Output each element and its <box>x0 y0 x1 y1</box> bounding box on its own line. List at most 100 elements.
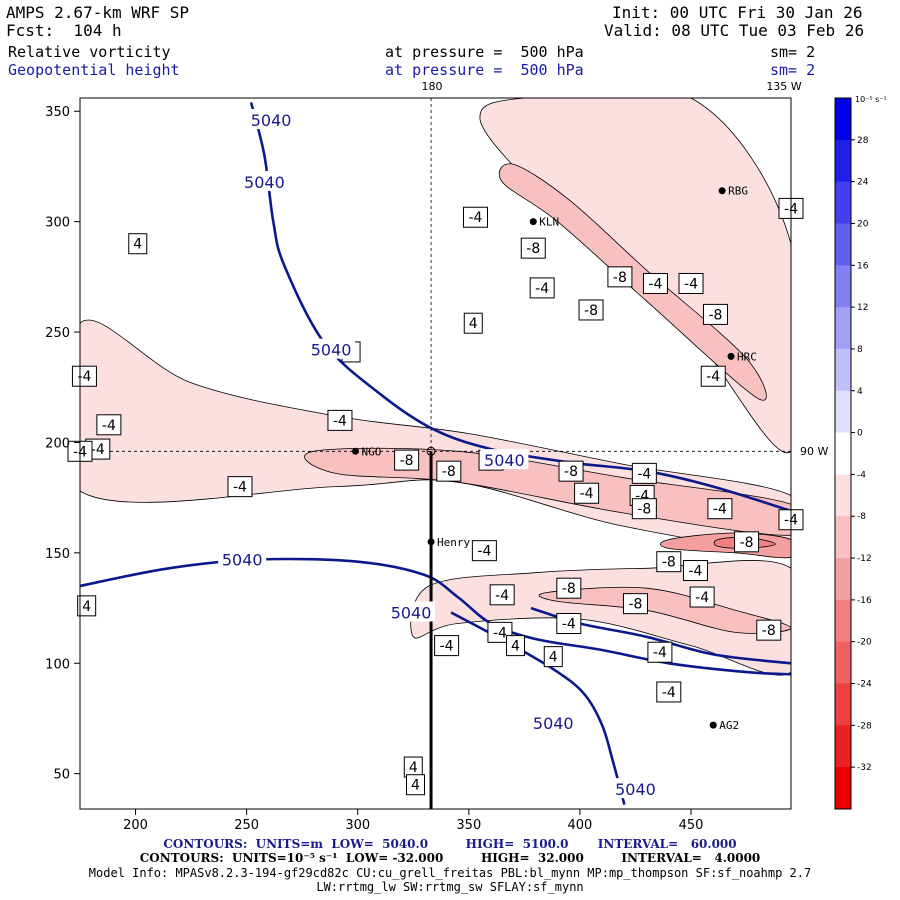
colorbar-swatch <box>835 641 851 685</box>
station-dot <box>529 218 537 226</box>
y-tick-label: 350 <box>45 105 70 120</box>
height-contour-line <box>450 611 626 805</box>
colorbar-tick-label: 4 <box>857 387 863 397</box>
vorticity-label-box <box>734 531 760 553</box>
colorbar-swatch <box>835 516 851 559</box>
footer-height-contours: CONTOURS: UNITS=m LOW= 5040.0 HIGH= 5100… <box>163 837 737 851</box>
colorbar-swatch <box>835 432 851 475</box>
vorticity-label-box <box>96 414 122 436</box>
positive-vorticity-label-box <box>543 646 563 668</box>
footer-model-info-2: LW:rrtmg_lw SW:rrtmg_sw SFLAY:sf_mynn <box>316 880 584 894</box>
x-tick-label: 400 <box>568 818 593 833</box>
vorticity-label-box <box>631 462 657 484</box>
station-dot <box>427 538 435 546</box>
vorticity-label: -4 <box>653 645 667 661</box>
vorticity-label-box <box>489 584 515 606</box>
lon-135w-label: 135 W <box>766 80 801 93</box>
valid-time: Valid: 08 UTC Tue 03 Feb 26 <box>604 21 865 40</box>
vorticity-label-box <box>647 641 673 663</box>
vorticity-label-box <box>700 365 726 387</box>
colorbar-swatch <box>835 307 851 350</box>
vorticity-label-box <box>462 206 488 228</box>
height-contour-label: 5040 <box>251 111 292 130</box>
vorticity-label: -4 <box>493 625 507 641</box>
height-contour-label: 5040 <box>311 341 352 360</box>
height-label-bg <box>611 778 660 799</box>
colorbar-swatch <box>835 265 851 308</box>
vorticity-label-box <box>574 482 600 504</box>
vorticity-label: -4 <box>495 588 509 604</box>
positive-vorticity-label: 4 <box>82 599 91 615</box>
vorticity-label-box <box>756 619 782 641</box>
x-tick-label: 450 <box>679 818 704 833</box>
model-title: AMPS 2.67-km WRF SP <box>6 3 190 22</box>
field2-level: at pressure = 500 hPa <box>385 61 584 79</box>
vorticity-label-box <box>578 299 604 321</box>
vorticity-label: -8 <box>708 307 722 323</box>
colorbar-swatch <box>835 390 851 434</box>
colorbar-tick-label: 12 <box>857 303 868 313</box>
station-markers: NGO KLN RBG HRC Henry AG2 <box>352 185 757 732</box>
vorticity-label-box <box>556 577 582 599</box>
vorticity-label-box <box>434 635 460 657</box>
colorbar-tick-label: 0 <box>857 429 863 439</box>
colorbar-tick-label: -4 <box>857 470 866 480</box>
height-label-bg <box>218 548 267 569</box>
field1-name: Relative vorticity <box>8 43 171 61</box>
positive-vorticity-label: 4 <box>133 237 142 253</box>
vorticity-label: -8 <box>740 535 754 551</box>
vorticity-label-box <box>656 681 682 703</box>
height-label-bg <box>307 338 356 359</box>
height-contour-label: 5040 <box>615 780 656 799</box>
colorbar-tick-label: -8 <box>857 512 866 522</box>
vorticity-label: -4 <box>233 480 247 496</box>
colorbar-tick-label: -16 <box>857 596 872 606</box>
field2-name: Geopotential height <box>8 61 180 79</box>
height-label-bg <box>529 711 578 732</box>
vorticity-label-box <box>689 586 715 608</box>
height-contour-label: 5040 <box>222 550 263 569</box>
vorticity-label-box <box>520 237 546 259</box>
vorticity-label: -8 <box>564 464 578 480</box>
colorbar-swatch <box>835 181 851 224</box>
init-time: Init: 00 UTC Fri 30 Jan 26 <box>612 3 863 22</box>
height-label-bg <box>247 109 296 130</box>
vorticity-label: -4 <box>684 276 698 292</box>
colorbar-swatch <box>835 348 851 392</box>
x-tick-label: 350 <box>456 818 481 833</box>
vorticity-label: -8 <box>400 453 414 469</box>
field1-level: at pressure = 500 hPa <box>385 43 584 61</box>
vorticity-label-box <box>227 476 253 498</box>
vorticity-label: -8 <box>762 623 776 639</box>
height-contour-line <box>249 102 791 513</box>
positive-vorticity-label: 4 <box>549 650 558 666</box>
vorticity-label-box <box>678 272 704 294</box>
vorticity-label-box <box>436 460 462 482</box>
vorticity-label: -4 <box>477 544 491 560</box>
colorbar: 28 24 20 16 12 8 4 0 -4 -8 -12 -16 -20 -24 -28 -32 10⁻⁵ … <box>834 95 887 810</box>
vorticity-label: -4 <box>580 486 594 502</box>
vorticity-label-box <box>394 449 420 471</box>
colorbar-tick-label: -12 <box>857 554 872 564</box>
x-tick-label: 300 <box>345 818 370 833</box>
vorticity-label-box <box>327 409 353 431</box>
vorticity-label: -4 <box>77 369 91 385</box>
station-label: RBG <box>728 185 748 198</box>
vorticity-label: -4 <box>648 276 662 292</box>
vorticity-label: -8 <box>442 464 456 480</box>
field1-smoothing: sm= 2 <box>770 43 816 61</box>
vorticity-label: -4 <box>535 281 549 297</box>
colorbar-tick-label: -20 <box>857 638 872 648</box>
colorbar-tick-label: -24 <box>857 680 872 690</box>
colorbar-unit-label: 10⁻⁵ s⁻¹ <box>855 95 887 104</box>
y-tick-label: 200 <box>45 436 70 451</box>
height-contour-label: 5040 <box>484 451 525 470</box>
vorticity-label: -8 <box>562 581 576 597</box>
station-dot <box>727 352 735 360</box>
vorticity-label: -8 <box>613 270 627 286</box>
station-dot <box>352 447 360 455</box>
plot-frame <box>79 97 792 810</box>
height-label-bg <box>387 601 436 622</box>
height-contour-label: 5040 <box>391 603 432 622</box>
station-label: NGO <box>362 445 382 458</box>
